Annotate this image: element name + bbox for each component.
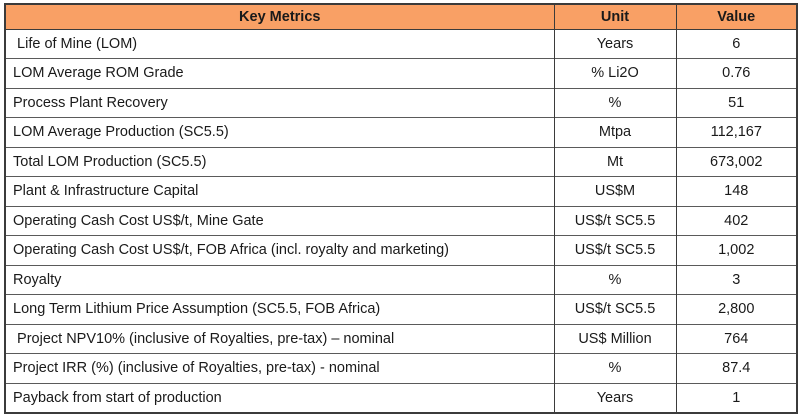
table-row: Payback from start of production Years 1 [4,382,798,413]
value-cell: 51 [675,87,798,118]
table-row: Operating Cash Cost US$/t, FOB Africa (i… [4,235,798,265]
unit-cell: US$M [553,176,677,206]
value-cell: 402 [675,205,798,236]
unit-cell: US$/t SC5.5 [553,235,677,265]
table-body: Life of Mine (LOM) Years 6 LOM Average ROM … [4,29,798,413]
value-cell: 3 [675,264,798,295]
metric-cell: Plant & Infrastructure Capital [4,176,555,206]
unit-cell: Mt [553,146,677,177]
unit-cell: % [553,264,677,295]
unit-cell: Mtpa [553,117,677,147]
metric-cell: Royalty [4,264,555,295]
metric-cell: Operating Cash Cost US$/t, Mine Gate [4,205,555,236]
value-cell: 0.76 [675,58,798,88]
value-cell: 764 [675,323,798,354]
unit-cell: Years [553,382,677,413]
table-row: Life of Mine (LOM) Years 6 [4,29,798,59]
unit-cell: US$/t SC5.5 [553,205,677,236]
unit-cell: US$/t SC5.5 [553,294,677,324]
key-metrics-table: Key Metrics Unit Value Life of Mine (LOM… [4,3,798,414]
value-cell: 673,002 [675,146,798,177]
unit-cell: % Li2O [553,58,677,88]
value-cell: 148 [675,176,798,206]
table-row: Royalty% 3 [4,264,798,295]
header-row: Key Metrics Unit Value [4,4,798,30]
unit-cell: % [553,87,677,118]
table-row: Project NPV10% (inclusive of Royalties, … [4,323,798,354]
value-cell: 1,002 [675,235,798,265]
table-row: Process Plant Recovery% 51 [4,87,798,118]
metrics-table: Key Metrics Unit Value Life of Mine (LOM… [4,3,798,414]
metric-cell: Project IRR (%) (inclusive of Royalties,… [4,353,555,383]
metric-cell: LOM Average Production (SC5.5) [4,117,555,147]
table-row: Total LOM Production (SC5.5) Mt 673,002 [4,146,798,177]
metric-cell: Total LOM Production (SC5.5) [4,146,555,177]
metric-cell: Life of Mine (LOM) [4,29,555,59]
metric-cell: Process Plant Recovery [4,87,555,118]
column-header-key-metrics: Key Metrics [4,4,555,30]
value-cell: 2,800 [675,294,798,324]
value-cell: 112,167 [675,117,798,147]
metric-cell: Operating Cash Cost US$/t, FOB Africa (i… [4,235,555,265]
metric-cell: Long Term Lithium Price Assumption (SC5.… [4,294,555,324]
table-row: Project IRR (%) (inclusive of Royalties,… [4,353,798,383]
metric-cell: LOM Average ROM Grade [4,58,555,88]
unit-cell: US$ Million [553,323,677,354]
unit-cell: Years [553,29,677,59]
table-row: Long Term Lithium Price Assumption (SC5.… [4,294,798,324]
column-header-value: Value [675,4,798,30]
metric-cell: Payback from start of production [4,382,555,413]
unit-cell: % [553,353,677,383]
value-cell: 1 [675,382,798,413]
column-header-unit: Unit [553,4,677,30]
metric-cell: Project NPV10% (inclusive of Royalties, … [4,323,555,354]
table-row: LOM Average ROM Grade% Li2O 0.76 [4,58,798,88]
table-row: Plant & Infrastructure Capital US$M 148 [4,176,798,206]
table-row: Operating Cash Cost US$/t, Mine Gate US$/… [4,205,798,236]
value-cell: 87.4 [675,353,798,383]
value-cell: 6 [675,29,798,59]
table-row: LOM Average Production (SC5.5) Mtpa 112,16… [4,117,798,147]
